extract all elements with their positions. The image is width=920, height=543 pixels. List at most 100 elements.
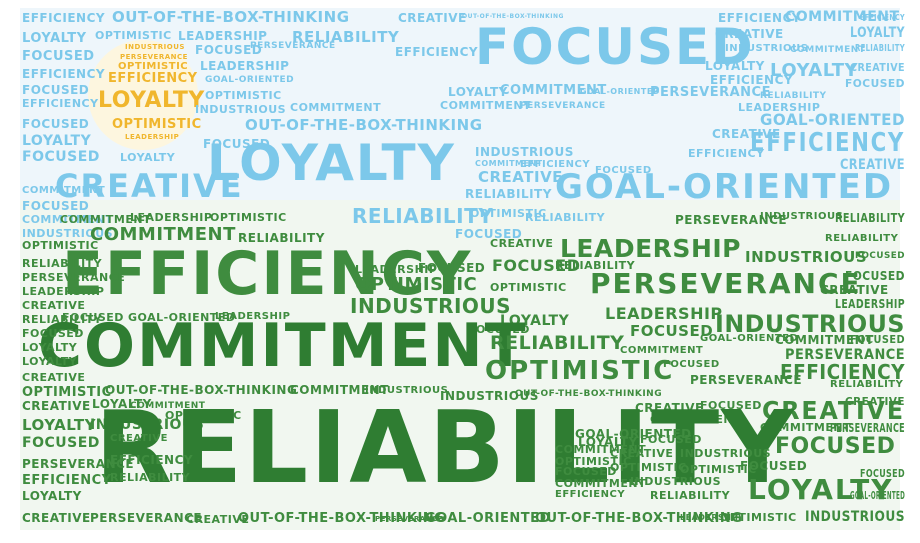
cloud-word: CREATIVE	[762, 396, 905, 425]
cloud-word: LEADERSHIP	[355, 263, 438, 276]
cloud-word: OPTIMISTIC	[118, 61, 189, 72]
cloud-word: INDUSTRIOUS	[475, 145, 574, 159]
cloud-word: EFFICIENCY	[555, 489, 626, 500]
cloud-word: LOYALTY	[578, 435, 638, 449]
cloud-word: COMMITMENT	[130, 401, 206, 411]
cloud-word: CREATIVE	[850, 61, 905, 74]
cloud-word: FOCUSED	[22, 149, 100, 165]
cloud-word: LOYALTY	[448, 85, 508, 99]
cloud-word: INDUSTRIOUS	[195, 103, 287, 116]
cloud-word: OPTIMISTIC	[22, 385, 112, 400]
cloud-word: RELIABILITY	[525, 211, 606, 224]
cloud-word: LOYALTY	[207, 134, 456, 192]
cloud-word: FOCUSED	[640, 433, 702, 446]
cloud-word: FOCUSED	[62, 311, 124, 324]
cloud-word: INDUSTRIOUS	[22, 227, 114, 240]
cloud-word: INDUSTRIOUS	[715, 310, 905, 338]
cloud-word: GOAL-ORIENTED	[205, 75, 295, 85]
cloud-word: PERSEVERANCE	[675, 213, 788, 227]
cloud-word: CREATIVE	[610, 447, 674, 460]
cloud-word: LOYALTY	[92, 397, 152, 411]
cloud-word: RELIABILITY	[465, 187, 552, 201]
cloud-word: EFFICIENCY	[22, 11, 106, 25]
cloud-word: OPTIMISTIC	[610, 461, 687, 474]
cloud-word: COMMITMENT	[650, 413, 742, 426]
cloud-word: FOCUSED	[22, 49, 95, 64]
cloud-word: CREATIVE	[490, 237, 554, 250]
cloud-word: INDUSTRIOUS	[440, 389, 539, 403]
cloud-word: RELIABILITY	[238, 231, 325, 245]
cloud-word: OUT-OF-THE-BOX-THINKING	[462, 13, 564, 20]
cloud-word: FOCUSED	[203, 137, 271, 151]
cloud-word: LEADERSHIP	[738, 101, 821, 114]
cloud-word: FOCUSED	[418, 261, 486, 275]
cloud-word: LOYALTY	[22, 416, 96, 434]
cloud-word: FOCUSED	[845, 77, 905, 90]
cloud-word: OPTIMISTIC	[112, 117, 202, 132]
cloud-word: GOAL-ORIENTED	[580, 87, 660, 96]
cloud-word: RELIABILITY	[855, 43, 905, 54]
cloud-word: FOCUSED	[860, 467, 905, 480]
cloud-word: COMMITMENT	[760, 421, 852, 434]
cloud-word: RELIABILITY	[292, 28, 400, 46]
cloud-word: COMMITMENT	[22, 213, 114, 226]
cloud-word: COMMITMENT	[790, 45, 866, 55]
cloud-word: OPTIMISTIC	[22, 239, 99, 252]
cloud-word: LOYALTY	[748, 473, 894, 506]
cloud-word: COMMITMENT	[620, 345, 704, 356]
cloud-word: OPTIMISTIC	[555, 455, 632, 468]
cloud-word: LOYALTY	[705, 59, 765, 73]
cloud-word: OPTIMISTIC	[720, 511, 797, 524]
cloud-word: COMMITMENT	[555, 477, 647, 490]
cloud-word: CREATIVE	[712, 127, 781, 141]
cloud-word: EFFICIENCY	[22, 473, 112, 488]
cloud-word: EFFICIENCY	[22, 67, 106, 81]
cloud-word: LOYALTY	[22, 31, 87, 46]
cloud-word: PERSEVERANCE	[650, 85, 771, 100]
cloud-word: OPTIMISTIC	[490, 281, 567, 294]
cloud-word: INDUSTRIOUS	[725, 43, 809, 54]
cloud-word: CREATIVE	[635, 401, 704, 415]
cloud-word: LEADERSHIP	[130, 211, 213, 224]
cloud-word: PERSEVERANCE	[22, 457, 135, 471]
cloud-word: PERSEVERANCE	[90, 511, 203, 525]
cloud-word: FOCUSED	[195, 43, 263, 57]
cloud-word: FOCUSED	[22, 327, 84, 340]
cloud-word: GOAL-ORIENTED	[575, 427, 692, 441]
cloud-word: FOCUSED	[22, 435, 100, 451]
cloud-word: LEADERSHIP	[605, 304, 723, 323]
cloud-word: FOCUSED	[468, 323, 530, 336]
cloud-word: PERSEVERANCE	[590, 267, 862, 300]
cloud-word: FOCUSED	[492, 256, 581, 275]
cloud-word: LOYALTY	[850, 25, 905, 41]
cloud-word: CREATIVE	[186, 513, 250, 526]
cloud-word: LOYALTY	[22, 355, 78, 368]
cloud-word: LEADERSHIP	[178, 29, 268, 43]
cloud-word: GOAL-ORIENTED	[555, 167, 894, 207]
cloud-word: FOCUSED	[22, 199, 90, 213]
cloud-word: CREATIVE	[22, 399, 91, 413]
cloud-word: FOCUSED	[775, 434, 896, 459]
cloud-word: FOCUSED	[700, 399, 762, 412]
cloud-word: FOCUSED	[850, 333, 905, 346]
cloud-word: OUT-OF-THE-BOX-THINKING	[105, 383, 298, 397]
cloud-word: CREATIVE	[22, 299, 86, 312]
cloud-word: PERSEVERANCE	[22, 271, 126, 284]
field-background	[20, 200, 900, 530]
cloud-word: OPTIMISTIC	[470, 207, 547, 220]
cloud-word: OUT-OF-THE-BOX-THINKING	[535, 511, 743, 526]
cloud-word: COMMITMENT	[440, 99, 532, 112]
cloud-word: GOAL-ORIENTED	[425, 511, 551, 526]
cloud-word: PERSEVERANCE	[520, 101, 606, 111]
cloud-word: LOYALTY	[22, 489, 82, 503]
cloud-word: GOAL-ORIENTED	[128, 311, 236, 324]
cloud-word: FOCUSED	[663, 359, 720, 370]
cloud-word: PERSEVERANCE	[120, 53, 188, 61]
cloud-word: CREATIVE	[22, 511, 91, 525]
cloud-word: RELIABILITY	[22, 313, 103, 326]
cloud-word: LOYALTY	[98, 88, 205, 113]
cloud-word: INDUSTRIOUS	[90, 417, 205, 433]
cloud-word: COMMITMENT	[500, 83, 607, 98]
cloud-word: OPTIMISTIC	[485, 356, 675, 386]
cloud-word: CREATIVE	[110, 433, 168, 444]
